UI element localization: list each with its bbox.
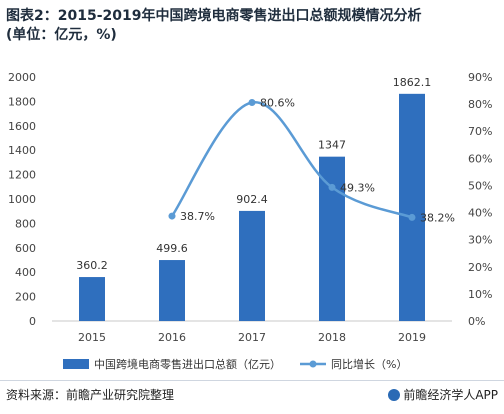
x-tick-label: 2019 [398, 331, 426, 344]
legend-line-label: 同比增长（%） [331, 357, 407, 371]
legend-bar-label: 中国跨境电商零售进出口总额（亿元） [94, 357, 281, 371]
growth-data-label: 80.6% [260, 96, 295, 109]
bar [159, 260, 185, 321]
legend-bar-swatch [63, 359, 89, 369]
bar [79, 277, 105, 321]
bar-data-label: 360.2 [76, 259, 108, 272]
bar-data-label: 499.6 [156, 242, 188, 255]
y-left-tick-label: 1200 [8, 169, 36, 182]
bar-data-label: 1862.1 [393, 76, 432, 89]
footer: 资料来源：前瞻产业研究院整理 前瞻经济学人APP [0, 380, 504, 414]
growth-point [248, 98, 256, 106]
growth-data-label: 38.2% [420, 211, 455, 224]
bar [399, 93, 425, 322]
y-left-tick-label: 2000 [8, 71, 36, 84]
y-left-tick-label: 1600 [8, 120, 36, 133]
y-right-tick-label: 60% [468, 152, 492, 165]
brand-logo-icon [388, 389, 401, 401]
growth-data-label: 38.7% [180, 210, 215, 223]
footer-divider [0, 380, 504, 381]
bar [239, 210, 265, 321]
y-right-tick-label: 70% [468, 125, 492, 138]
chart-title: 图表2：2015-2019年中国跨境电商零售进出口总额规模情况分析 (单位：亿元… [6, 7, 500, 45]
y-right-tick-label: 30% [468, 234, 492, 247]
y-right-tick-label: 80% [468, 98, 492, 111]
growth-point [408, 213, 416, 221]
y-right-tick-label: 0% [468, 315, 485, 328]
bar-data-label: 902.4 [236, 193, 268, 206]
growth-line [170, 101, 413, 219]
y-left-tick-label: 0 [29, 315, 36, 328]
x-tick-label: 2016 [158, 331, 186, 344]
chart-title-line1: 图表2：2015-2019年中国跨境电商零售进出口总额规模情况分析 [6, 8, 422, 24]
y-right-tick-label: 40% [468, 207, 492, 220]
y-left-tick-label: 1400 [8, 144, 36, 157]
source-note: 资料来源：前瞻产业研究院整理 [6, 388, 175, 402]
y-right-tick-label: 10% [468, 288, 492, 301]
growth-point [168, 212, 176, 220]
y-right-tick-label: 50% [468, 179, 492, 192]
y-right-tick-label: 20% [468, 261, 492, 274]
y-left-tick-label: 1800 [8, 95, 36, 108]
chart-title-line2: (单位：亿元，%) [6, 27, 117, 43]
x-tick-label: 2017 [238, 331, 266, 344]
x-tick-label: 2018 [318, 331, 346, 344]
y-right-tick-label: 90% [468, 71, 492, 84]
y-left-tick-label: 1000 [8, 193, 36, 206]
x-tick-label: 2015 [78, 331, 106, 344]
brand-name: 前瞻经济学人APP [403, 388, 498, 402]
legend-line-marker [309, 360, 317, 368]
y-left-tick-label: 400 [15, 266, 36, 279]
y-left-tick-label: 200 [15, 291, 36, 304]
growth-point [328, 183, 336, 191]
y-left-tick-label: 600 [15, 242, 36, 255]
brand: 前瞻经济学人APP [388, 386, 498, 403]
chart-svg: 0 200 400 600 800 1000 1200 1400 1600 1800 2000 0% 1… [8, 71, 492, 371]
bar-data-label: 1347 [318, 139, 346, 152]
growth-data-label: 49.3% [340, 181, 375, 194]
y-left-tick-label: 800 [15, 217, 36, 230]
